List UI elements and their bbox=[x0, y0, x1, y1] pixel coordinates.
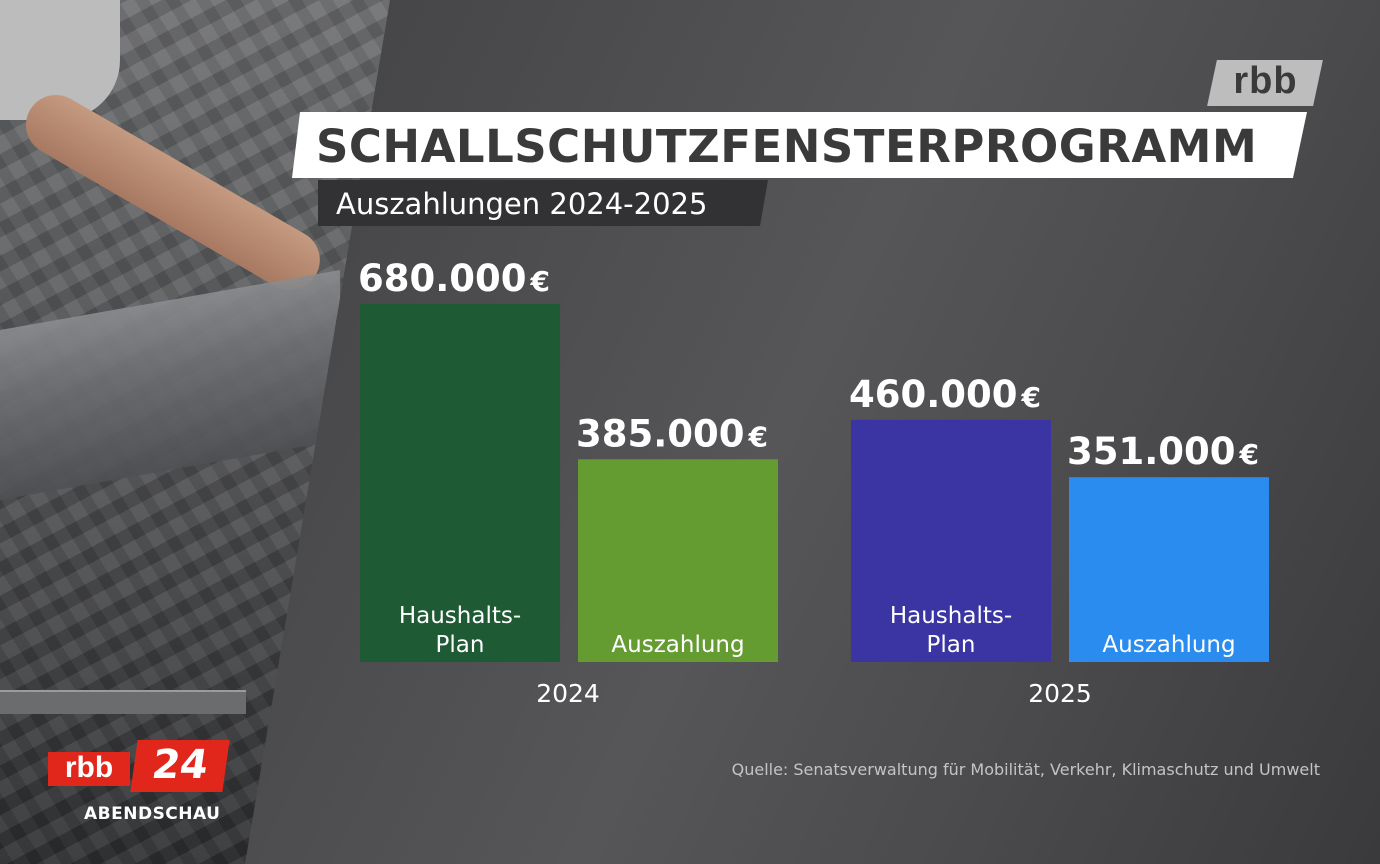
show-name: ABENDSCHAU bbox=[84, 804, 221, 824]
bar-2024-1 bbox=[578, 459, 778, 662]
bar-label-2025-1-0: Auszahlung bbox=[1102, 632, 1235, 658]
category-label-2024: 2024 bbox=[536, 679, 600, 708]
channel-number-logo: 24 bbox=[130, 740, 230, 792]
bar-2024-0 bbox=[360, 304, 560, 662]
category-label-2025: 2025 bbox=[1028, 679, 1092, 708]
title-banner bbox=[292, 112, 1307, 178]
chart-subtitle: Auszahlungen 2024-2025 bbox=[336, 187, 708, 221]
subtitle-banner bbox=[318, 180, 768, 226]
bar-label-2024-0-1: Plan bbox=[436, 632, 485, 658]
value-label-2025-0: 460.000 € bbox=[849, 373, 1041, 416]
chart-title: SCHALLSCHUTZFENSTERPROGRAMM bbox=[316, 120, 1258, 173]
rbb-channel-logo: rbb bbox=[48, 752, 130, 786]
bar-label-2024-1-0: Auszahlung bbox=[611, 632, 744, 658]
value-label-2024-0: 680.000 € bbox=[358, 257, 550, 300]
bar-2025-0 bbox=[851, 419, 1051, 662]
bar-2025-1 bbox=[1069, 477, 1269, 662]
value-label-2024-1: 385.000 € bbox=[576, 412, 768, 455]
source-note: Quelle: Senatsverwaltung für Mobilität, … bbox=[731, 760, 1320, 779]
value-label-2025-1: 351.000 € bbox=[1067, 430, 1259, 473]
photo-gutter bbox=[0, 690, 246, 714]
bar-label-2024-0-0: Haushalts- bbox=[399, 603, 521, 629]
bar-label-2025-0-1: Plan bbox=[927, 632, 976, 658]
bar-label-2025-0-0: Haushalts- bbox=[890, 603, 1012, 629]
